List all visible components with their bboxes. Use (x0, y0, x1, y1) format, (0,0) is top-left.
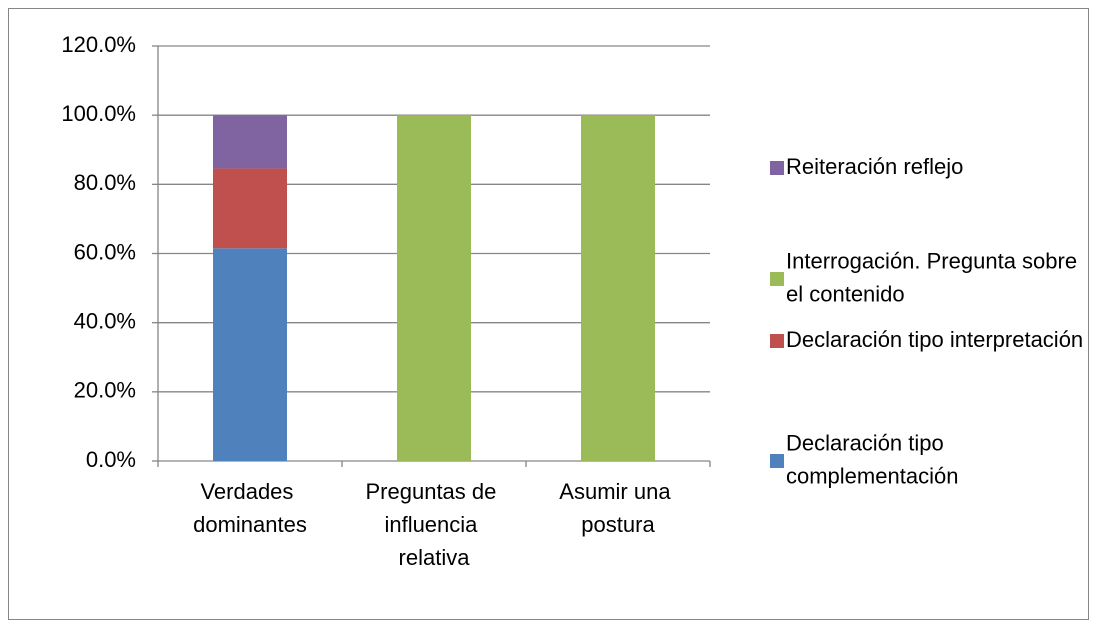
legend-label: Declaración tipo interpretación (786, 327, 1083, 352)
legend-swatch (770, 454, 784, 468)
chart-border (8, 8, 1089, 620)
y-tick-label: 40.0% (74, 308, 136, 333)
x-tick-label: Asumir una postura (559, 479, 676, 537)
y-tick-label: 100.0% (61, 101, 136, 126)
y-tick-label: 80.0% (74, 170, 136, 195)
legend-label: Declaración tipo complementación (786, 430, 958, 488)
bar-segment (581, 115, 655, 462)
legend-swatch (770, 334, 784, 348)
y-tick-label: 20.0% (74, 378, 136, 403)
legend-swatch (770, 161, 784, 175)
x-tick-label: Verdades dominantes (193, 479, 307, 537)
legend-label: Reiteración reflejo (786, 154, 963, 179)
x-tick-label: Preguntas de influencia relativa (366, 479, 503, 570)
bar-segment (213, 248, 287, 461)
legend-swatch (770, 272, 784, 286)
bar-segment (397, 115, 471, 462)
bar-segment (213, 168, 287, 249)
y-tick-label: 120.0% (61, 32, 136, 57)
y-tick-label: 60.0% (74, 239, 136, 264)
bar-segment (213, 115, 287, 169)
legend-label: Interrogación. Pregunta sobre el conteni… (786, 248, 1083, 306)
y-tick-label: 0.0% (86, 447, 136, 472)
